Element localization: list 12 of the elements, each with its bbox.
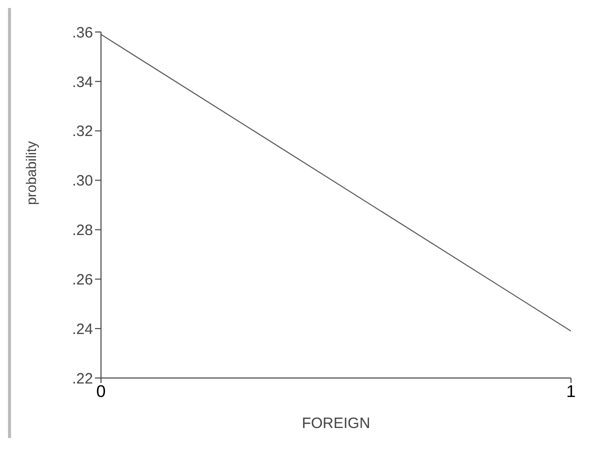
x-tick-label: 1 (566, 382, 576, 402)
x-tick-label: 0 (96, 382, 106, 402)
y-axis-title: probability (22, 141, 39, 205)
y-tick-label: .34 (72, 74, 93, 91)
y-tick-label: .26 (72, 271, 93, 288)
y-tick-label: .22 (72, 370, 93, 388)
y-tick-label: .32 (72, 123, 93, 140)
y-tick-label: .28 (72, 222, 93, 240)
y-tick-label: .24 (72, 320, 93, 338)
y-tick-label: .36 (72, 24, 93, 42)
x-axis-title: FOREIGN (302, 415, 370, 432)
y-tick-label: .30 (72, 172, 93, 190)
